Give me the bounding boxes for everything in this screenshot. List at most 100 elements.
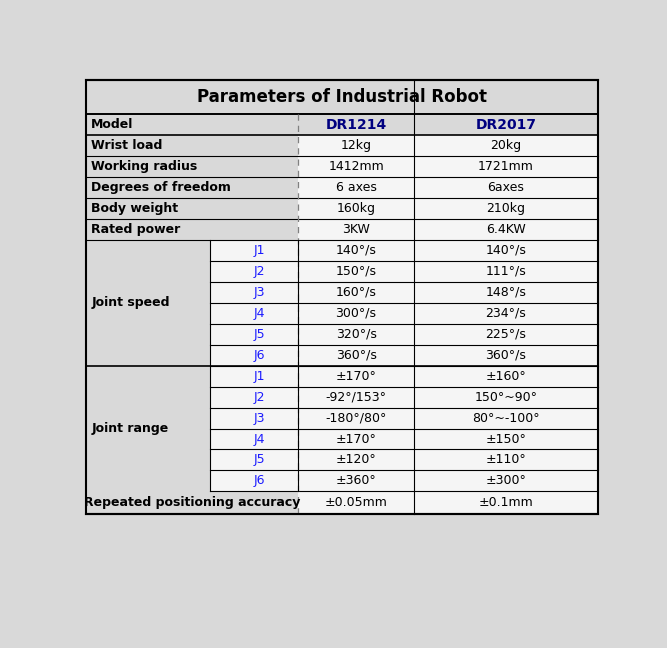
Text: ±170°: ±170° bbox=[336, 432, 376, 446]
Bar bbox=[210, 345, 414, 365]
Text: Working radius: Working radius bbox=[91, 160, 197, 173]
Bar bbox=[86, 198, 298, 219]
Text: ±170°: ±170° bbox=[336, 369, 376, 382]
Text: J5: J5 bbox=[253, 328, 265, 341]
Text: 225°/s: 225°/s bbox=[486, 328, 526, 341]
Text: 6.4KW: 6.4KW bbox=[486, 223, 526, 236]
Bar bbox=[210, 303, 414, 324]
Text: ±300°: ±300° bbox=[486, 474, 526, 487]
Text: 3KW: 3KW bbox=[342, 223, 370, 236]
Bar bbox=[298, 114, 414, 135]
Text: 1412mm: 1412mm bbox=[328, 160, 384, 173]
Text: ±160°: ±160° bbox=[486, 369, 526, 382]
Bar bbox=[414, 198, 598, 219]
Text: 300°/s: 300°/s bbox=[336, 307, 377, 319]
Text: Model: Model bbox=[91, 118, 133, 131]
Bar bbox=[298, 198, 414, 219]
Bar bbox=[86, 80, 598, 114]
Bar bbox=[86, 156, 298, 177]
Bar bbox=[298, 156, 414, 177]
Text: 360°/s: 360°/s bbox=[486, 349, 526, 362]
Text: Wrist load: Wrist load bbox=[91, 139, 163, 152]
Text: DR1214: DR1214 bbox=[325, 118, 387, 132]
Text: J4: J4 bbox=[253, 432, 265, 446]
Bar bbox=[86, 365, 210, 491]
Text: 160°/s: 160°/s bbox=[336, 286, 376, 299]
Bar bbox=[414, 219, 598, 240]
Text: Repeated positioning accuracy: Repeated positioning accuracy bbox=[84, 496, 300, 509]
Text: 111°/s: 111°/s bbox=[486, 265, 526, 278]
Text: 1721mm: 1721mm bbox=[478, 160, 534, 173]
Bar bbox=[414, 324, 598, 345]
Text: J2: J2 bbox=[253, 391, 265, 404]
Text: 6 axes: 6 axes bbox=[336, 181, 376, 194]
Bar bbox=[414, 408, 598, 428]
Text: 20kg: 20kg bbox=[490, 139, 522, 152]
Text: 234°/s: 234°/s bbox=[486, 307, 526, 319]
Bar bbox=[86, 177, 298, 198]
Text: Degrees of freedom: Degrees of freedom bbox=[91, 181, 231, 194]
Text: Joint range: Joint range bbox=[91, 422, 168, 435]
Text: Joint speed: Joint speed bbox=[91, 296, 169, 309]
Text: 80°~-100°: 80°~-100° bbox=[472, 411, 540, 424]
Bar bbox=[298, 219, 414, 240]
Bar bbox=[414, 491, 598, 515]
Text: 210kg: 210kg bbox=[486, 202, 526, 215]
Text: J3: J3 bbox=[253, 286, 265, 299]
Bar bbox=[298, 135, 414, 156]
Bar bbox=[86, 219, 298, 240]
Text: J6: J6 bbox=[253, 474, 265, 487]
Text: ±150°: ±150° bbox=[486, 432, 526, 446]
Text: 320°/s: 320°/s bbox=[336, 328, 376, 341]
Text: 140°/s: 140°/s bbox=[486, 244, 526, 257]
Bar bbox=[414, 450, 598, 470]
Bar bbox=[298, 491, 414, 515]
Text: J5: J5 bbox=[253, 454, 265, 467]
Bar bbox=[210, 324, 414, 345]
Bar bbox=[414, 470, 598, 491]
Bar bbox=[414, 345, 598, 365]
Bar bbox=[414, 240, 598, 261]
Bar bbox=[86, 491, 298, 515]
Text: 12kg: 12kg bbox=[341, 139, 372, 152]
Text: ±0.05mm: ±0.05mm bbox=[325, 496, 388, 509]
Bar bbox=[86, 135, 298, 156]
Text: ±360°: ±360° bbox=[336, 474, 376, 487]
Text: Parameters of Industrial Robot: Parameters of Industrial Robot bbox=[197, 88, 487, 106]
Bar bbox=[86, 240, 210, 365]
Bar bbox=[210, 282, 414, 303]
Bar bbox=[414, 177, 598, 198]
Text: 360°/s: 360°/s bbox=[336, 349, 376, 362]
Bar bbox=[414, 135, 598, 156]
Text: 150°~90°: 150°~90° bbox=[474, 391, 538, 404]
Bar bbox=[414, 428, 598, 450]
Text: DR2017: DR2017 bbox=[476, 118, 536, 132]
Text: J1: J1 bbox=[253, 369, 265, 382]
Bar bbox=[210, 240, 414, 261]
Bar bbox=[210, 408, 414, 428]
Bar bbox=[86, 80, 598, 515]
Bar bbox=[414, 365, 598, 387]
Bar bbox=[414, 261, 598, 282]
Text: ±0.1mm: ±0.1mm bbox=[479, 496, 534, 509]
Text: ±120°: ±120° bbox=[336, 454, 376, 467]
Text: -180°/80°: -180°/80° bbox=[325, 411, 387, 424]
Bar bbox=[210, 428, 414, 450]
Bar bbox=[414, 156, 598, 177]
Text: J2: J2 bbox=[253, 265, 265, 278]
Bar bbox=[414, 387, 598, 408]
Text: 148°/s: 148°/s bbox=[486, 286, 526, 299]
Text: 140°/s: 140°/s bbox=[336, 244, 376, 257]
Text: J3: J3 bbox=[253, 411, 265, 424]
Bar bbox=[414, 303, 598, 324]
Bar bbox=[210, 365, 414, 387]
Text: ±110°: ±110° bbox=[486, 454, 526, 467]
Text: J1: J1 bbox=[253, 244, 265, 257]
Text: -92°/153°: -92°/153° bbox=[325, 391, 387, 404]
Text: J4: J4 bbox=[253, 307, 265, 319]
Text: 6axes: 6axes bbox=[488, 181, 524, 194]
Text: 160kg: 160kg bbox=[337, 202, 376, 215]
Bar bbox=[210, 261, 414, 282]
Bar bbox=[210, 387, 414, 408]
Text: Body weight: Body weight bbox=[91, 202, 178, 215]
